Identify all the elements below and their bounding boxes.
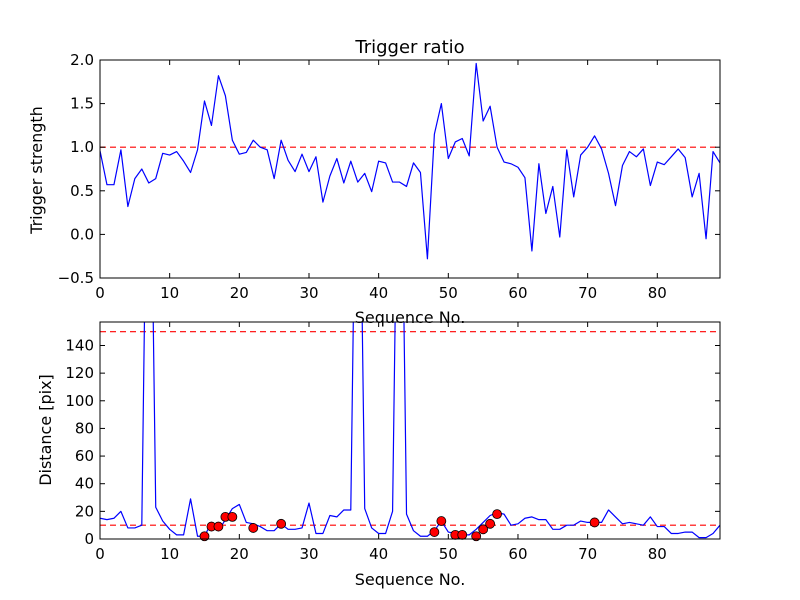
x-tick-label: 70 [578, 545, 597, 563]
y-tick-label: 0.5 [70, 182, 94, 200]
x-tick-label: 70 [578, 284, 597, 302]
distance-chart: Sequence No. Distance [pix] 0 10 20 30 40 50 6… [36, 321, 721, 589]
y-tick-label: 60 [75, 447, 94, 465]
data-marker [276, 518, 287, 529]
y-tick-label: 20 [75, 502, 94, 520]
x-tick-label: 40 [369, 284, 388, 302]
y-tick-label: 120 [65, 364, 94, 382]
x-tick-label: 80 [648, 545, 667, 563]
plot-frame [99, 59, 721, 279]
data-marker [227, 511, 238, 522]
data-marker [478, 524, 489, 535]
x-tick-label: 80 [648, 284, 667, 302]
x-axis-label: Sequence No. [355, 570, 466, 589]
x-tick-label: 0 [95, 545, 105, 563]
x-tick-label: 10 [160, 545, 179, 563]
x-tick-label: 10 [160, 284, 179, 302]
data-marker [199, 531, 210, 542]
y-axis-label: Distance [pix] [36, 374, 55, 486]
y-tick-label: 0.0 [70, 225, 94, 243]
series-line [100, 322, 720, 539]
x-tick-label: 40 [369, 545, 388, 563]
x-tick-label: 20 [230, 545, 249, 563]
data-marker [213, 521, 224, 532]
trigger-ratio-chart: Trigger ratio Sequence No. Trigger stren… [27, 37, 721, 327]
chart-title: Trigger ratio [354, 37, 464, 58]
x-tick-label: 50 [439, 284, 458, 302]
x-tick-label: 30 [299, 284, 318, 302]
y-axis-label: Trigger strength [27, 106, 46, 235]
x-tick-label: 50 [439, 545, 458, 563]
data-marker [436, 516, 447, 526]
data-marker [485, 518, 496, 529]
data-marker [429, 527, 440, 537]
x-tick-label: 30 [299, 545, 318, 563]
y-tick-label: 1.5 [70, 95, 94, 113]
y-tick-label: −0.5 [58, 269, 94, 287]
data-marker [492, 509, 502, 520]
x-tick-label: 60 [508, 284, 527, 302]
data-marker [589, 517, 600, 528]
data-marker [248, 523, 259, 533]
x-tick-label: 0 [95, 284, 105, 302]
y-tick-label: 100 [65, 392, 94, 410]
y-tick-label: 2.0 [70, 51, 94, 69]
y-tick-label: 0 [84, 530, 94, 548]
y-tick-label: 80 [75, 419, 94, 437]
y-tick-label: 1.0 [70, 138, 94, 156]
data-marker [471, 531, 482, 542]
y-tick-label: 40 [75, 475, 94, 493]
series-line [100, 62, 720, 260]
x-tick-label: 60 [508, 545, 527, 563]
data-marker [457, 529, 468, 540]
x-tick-label: 20 [230, 284, 249, 302]
plot-frame [99, 321, 721, 540]
y-tick-label: 140 [65, 336, 94, 354]
